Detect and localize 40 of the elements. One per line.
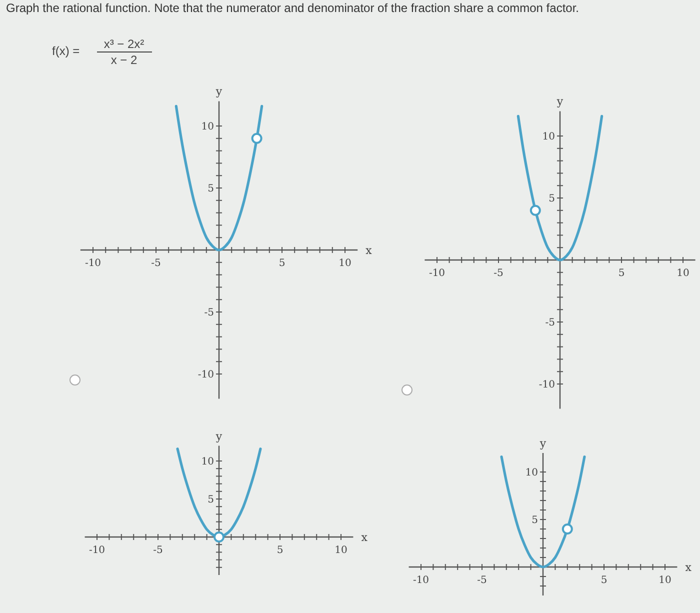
- x-tick-label: -10: [412, 575, 430, 586]
- y-tick-label: -5: [204, 308, 214, 318]
- y-tick-label: -5: [545, 318, 555, 328]
- x-tick-label: -5: [477, 575, 487, 586]
- x-tick-label: -5: [151, 258, 161, 269]
- x-tick-label: 5: [600, 575, 608, 586]
- x-tick-label: 10: [658, 575, 672, 586]
- text: f(x) =: [52, 44, 80, 58]
- x-tick-label: 5: [276, 545, 284, 556]
- y-tick-label: 5: [548, 194, 555, 204]
- y-tick-label: 10: [201, 122, 214, 132]
- x-tick-label: 10: [338, 258, 352, 269]
- y-tick-label: 10: [542, 132, 555, 142]
- y-axis-title: y: [214, 85, 223, 98]
- text: x − 2: [110, 53, 138, 67]
- x-tick-label: 10: [334, 545, 348, 556]
- x-tick-label: 10: [676, 268, 690, 279]
- y-tick-label: -10: [198, 370, 214, 380]
- line-series: [500, 456, 586, 568]
- y-axis-title: y: [214, 430, 223, 443]
- y-tick-label: 5: [208, 494, 214, 506]
- x-tick-label: -10: [88, 545, 106, 556]
- x-tick-label: -10: [428, 268, 446, 279]
- y-axis-title: y: [538, 437, 547, 450]
- text: x³ − 2x²: [104, 37, 144, 51]
- x-tick-label: 5: [618, 268, 625, 279]
- x-tick-label: -5: [153, 545, 163, 556]
- y-tick-label: -10: [538, 380, 555, 390]
- x-tick-label: -10: [84, 258, 102, 269]
- x-axis-title: x: [366, 244, 373, 257]
- x-axis-title: x: [361, 531, 368, 544]
- chart-title: Graph the rational function. Note that the numerator and denominator of the fraction share a common factor.: [6, 1, 579, 15]
- x-axis-title: x: [685, 561, 692, 574]
- line-series: [174, 104, 264, 252]
- y-tick-label: 5: [208, 184, 214, 194]
- y-axis-title: y: [556, 95, 564, 108]
- x-tick-label: 5: [278, 258, 286, 269]
- y-tick-label: 10: [201, 456, 214, 468]
- x-tick-label: -5: [494, 268, 504, 279]
- line-series: [516, 114, 604, 262]
